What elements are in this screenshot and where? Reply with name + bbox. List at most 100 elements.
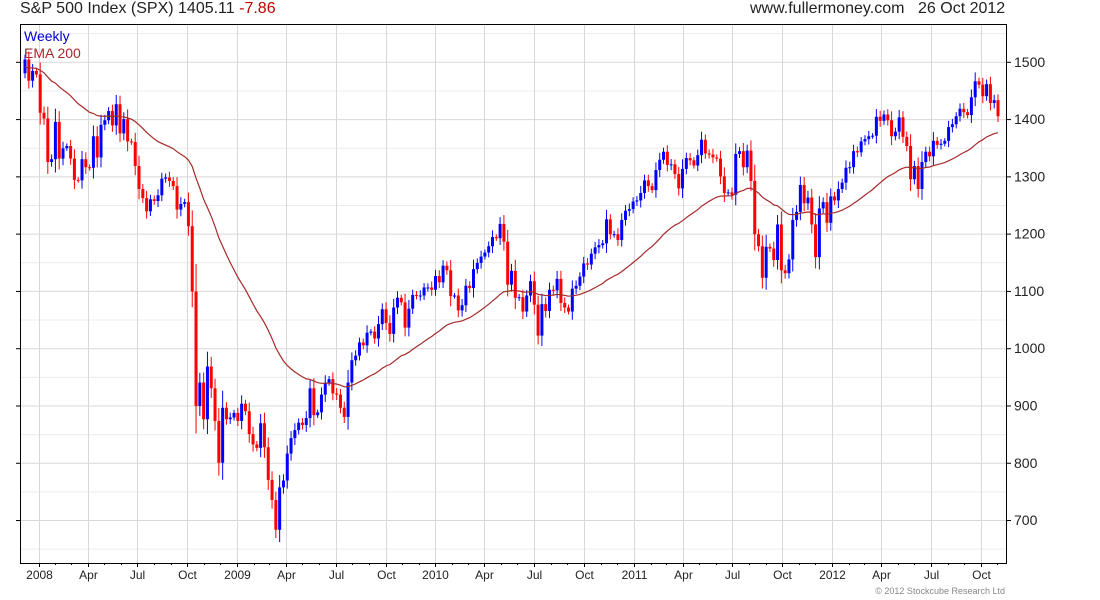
candle-up (787, 259, 791, 274)
candle-down (209, 366, 213, 389)
candle-up (700, 139, 704, 156)
candle-down (190, 226, 194, 292)
candle-down (137, 166, 141, 189)
candle-up (897, 117, 901, 132)
candle-up (871, 135, 875, 137)
candle-down (703, 139, 707, 154)
candle-down (335, 393, 339, 395)
candle-up (764, 246, 768, 278)
candle-up (483, 252, 487, 257)
candle-down (251, 434, 255, 445)
candle-down (266, 447, 270, 480)
candle-down (186, 202, 190, 227)
candle-up (464, 285, 468, 306)
candle-up (973, 81, 977, 98)
candle-up (605, 219, 609, 244)
candle-up (259, 423, 263, 448)
candle-up (323, 382, 327, 395)
candle-up (293, 430, 297, 439)
candle-up (80, 159, 84, 181)
x-tick-label: Jul (527, 568, 542, 582)
candle-down (342, 407, 346, 417)
candle-down (730, 192, 734, 195)
candle-up (939, 143, 943, 145)
candle-up (357, 342, 361, 356)
candle-up (50, 159, 54, 163)
candle-up (490, 237, 494, 247)
candle-down (34, 70, 38, 75)
candle-down (749, 150, 753, 181)
x-tick-label: Jul (130, 568, 145, 582)
candle-up (943, 140, 947, 144)
candle-down (468, 285, 472, 289)
y-tick-label: 1200 (1014, 226, 1045, 242)
candle-up (350, 360, 354, 383)
candle-down (69, 146, 73, 159)
candle-up (867, 136, 871, 140)
candle-up (297, 422, 301, 431)
candle-down (757, 234, 761, 247)
candle-down (331, 379, 335, 394)
candle-up (570, 288, 574, 312)
x-tick-label: Jul (329, 568, 344, 582)
y-tick-label: 800 (1014, 455, 1038, 471)
candle-down (373, 331, 377, 339)
y-tick-label: 1500 (1014, 54, 1045, 70)
x-tick-label: Apr (475, 568, 494, 582)
candle-down (890, 120, 894, 137)
candle-down (141, 188, 145, 199)
candle-up (460, 305, 464, 311)
candle-up (726, 192, 730, 194)
candle-down (551, 289, 555, 291)
candle-up (848, 167, 852, 169)
legend-ema: EMA 200 (24, 45, 81, 61)
candle-down (608, 219, 612, 235)
candle-down (966, 112, 970, 116)
candle-up (844, 167, 848, 183)
candle-down (802, 184, 806, 204)
candle-down (118, 104, 122, 134)
candle-up (806, 197, 810, 204)
candle-up (912, 166, 916, 180)
candle-down (715, 157, 719, 159)
candle-up (510, 270, 513, 285)
candle-down (236, 412, 240, 421)
candle-down (753, 180, 757, 235)
x-tick-label: Apr (277, 568, 296, 582)
candle-up (487, 246, 491, 253)
candle-up (658, 159, 662, 171)
candle-down (95, 136, 99, 158)
copyright: © 2012 Stockcube Research Ltd (875, 586, 1005, 596)
candle-up (179, 203, 183, 210)
candle-up (639, 192, 643, 201)
x-tick-label: Apr (872, 568, 891, 582)
candle-down (711, 154, 715, 158)
candle-up (308, 388, 312, 419)
candle-up (954, 116, 958, 125)
candle-up (304, 418, 308, 425)
candle-up (882, 114, 886, 121)
candle-up (540, 304, 544, 336)
candle-down (563, 302, 567, 308)
candle-up (517, 297, 521, 299)
candle-down (262, 423, 266, 448)
candle-up (852, 151, 856, 168)
candle-down (167, 177, 171, 181)
candle-up (863, 139, 867, 142)
candle-up (285, 453, 289, 481)
candle-up (122, 119, 126, 134)
candle-down (650, 186, 654, 191)
candle-up (498, 223, 502, 239)
candle-down (110, 111, 114, 126)
candle-down (126, 119, 130, 142)
candle-down (988, 84, 992, 104)
candle-up (240, 403, 244, 421)
candle-down (194, 291, 198, 407)
candle-up (365, 332, 369, 346)
x-tick-label: Oct (972, 568, 991, 582)
x-tick-label: Oct (575, 568, 594, 582)
x-tick-label: 2010 (422, 568, 449, 582)
candle-up (958, 108, 962, 117)
candle-down (977, 81, 981, 85)
